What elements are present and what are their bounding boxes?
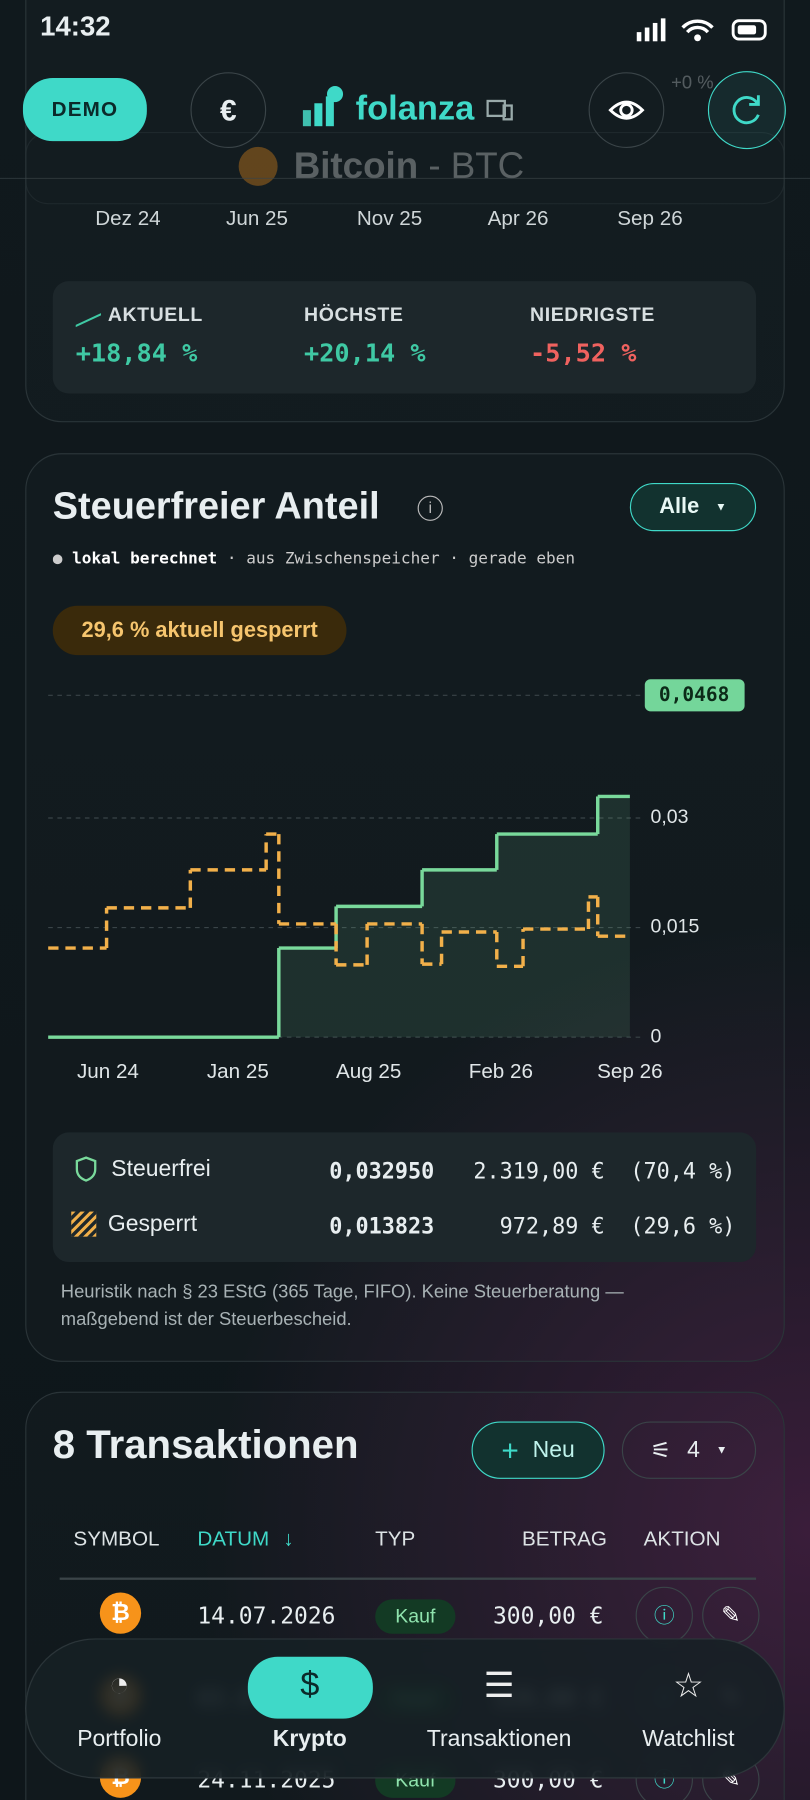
summary-value: 972,89 €: [499, 1213, 605, 1240]
tx-amount: 300,00 €: [492, 1601, 604, 1630]
tax-card: [25, 453, 785, 1362]
change: +0 %: [671, 73, 714, 93]
hatch-icon: [71, 1211, 97, 1237]
coin: Bitcoin: [293, 144, 419, 186]
tx-filter[interactable]: ⚟ 4 ▼: [621, 1421, 757, 1479]
price-x-label: Jun 25: [226, 206, 289, 230]
demo-button[interactable]: DEMO: [22, 78, 147, 142]
column-header: BETRAG: [522, 1527, 607, 1551]
shield-icon: [75, 1156, 97, 1182]
price-x-label: Apr 26: [487, 206, 549, 230]
tx-filter-count: 4: [687, 1437, 700, 1463]
stat-label: HÖCHSTE: [304, 304, 404, 326]
y-tick-label: 0: [651, 1025, 662, 1047]
x-tick-label: Jan 25: [207, 1060, 269, 1083]
summary-amount: 0,013823: [329, 1213, 435, 1240]
header-edge: [0, 177, 810, 179]
stat-value: -5,52 %: [530, 339, 637, 369]
filter-label: Alle: [659, 494, 700, 519]
y-tick-label: 0,015: [651, 916, 700, 938]
summary-box: [52, 1132, 757, 1263]
nav-icon: $: [300, 1665, 320, 1704]
status-time: 14:32: [40, 11, 111, 43]
tx-card: [25, 1391, 785, 1800]
bottom-nav: [25, 1638, 785, 1779]
price-x-label: Dez 24: [95, 206, 161, 230]
coin-icon: [238, 146, 278, 186]
nav-icon: ☆: [672, 1667, 704, 1705]
price-x-label: Sep 26: [617, 206, 683, 230]
info-action: ⓘ: [635, 1586, 693, 1645]
summary-amount: 0,032950: [329, 1158, 435, 1185]
coin-select: [25, 131, 785, 205]
nav-label[interactable]: Portfolio: [77, 1726, 162, 1752]
y-tick-label: 0,0468: [659, 683, 729, 706]
tax-note: Heuristik nach § 23 EStG (365 Tage, FIFO…: [60, 1282, 624, 1330]
summary-share: (29,6 %): [630, 1213, 736, 1240]
nav-label[interactable]: Watchlist: [642, 1726, 735, 1752]
tax-title: Steuerfreier Anteil: [52, 484, 380, 527]
max-badge: [644, 679, 745, 712]
brand: folanza: [355, 89, 475, 128]
summary-share: (70,4 %): [630, 1158, 736, 1185]
nav-icon: ☰: [483, 1667, 515, 1705]
column-header: AKTION: [643, 1527, 721, 1551]
status-rest: · aus Zwischenspeicher · gerade eben: [226, 549, 575, 568]
info-icon[interactable]: i: [417, 495, 443, 521]
nav-label[interactable]: Transaktionen: [426, 1726, 572, 1752]
ticker: - BTC: [418, 144, 525, 186]
nav-label[interactable]: Krypto: [272, 1726, 347, 1752]
nav-active: [247, 1656, 373, 1719]
coin-icon: ₿: [99, 1592, 142, 1634]
nav-icon: ◔: [108, 1665, 130, 1704]
stat-value: +20,14 %: [304, 339, 426, 369]
currency-button[interactable]: €: [190, 72, 267, 149]
status-bold: lokal berechnet: [72, 549, 218, 568]
y-tick-label: 0,03: [651, 806, 689, 828]
header-rule: [59, 1577, 757, 1580]
price-card: [25, 0, 785, 423]
coin-name: Bitcoin - BTC: [294, 145, 524, 187]
x-tick-label: Aug 25: [336, 1060, 401, 1083]
device-icon: [486, 99, 513, 121]
price-x-label: Nov 25: [356, 206, 423, 230]
summary-name: Gesperrt: [107, 1211, 198, 1237]
tx-date: 14.07.2026: [197, 1601, 336, 1630]
stat-label: AKTUELL: [107, 304, 203, 326]
locked-badge: 29,6 % aktuell gesperrt: [52, 605, 347, 656]
column-header: DATUM: [197, 1527, 270, 1551]
tx-title: 8 Transaktionen: [52, 1422, 359, 1468]
tx-type: Kauf: [375, 1599, 456, 1634]
x-tick-label: Feb 26: [469, 1060, 533, 1083]
logo-icon: [302, 86, 344, 127]
tax-chart: 0 0,015 0,03 0,0468 Jun 24 Jan 25 Aug 25 Feb 26…: [48, 679, 745, 1083]
stats-box: [52, 281, 757, 394]
summary-name: Steuerfrei: [111, 1156, 211, 1182]
area-fill: [48, 796, 630, 1038]
new-button[interactable]: + Neu: [471, 1421, 605, 1479]
edit-action: ✎: [702, 1586, 760, 1645]
column-header: TYP: [375, 1527, 416, 1551]
stat-label: NIEDRIGSTE: [530, 304, 656, 326]
stat-value: +18,84 %: [75, 339, 198, 369]
x-tick-label: Sep 26: [597, 1060, 662, 1083]
refresh-button[interactable]: [707, 71, 786, 150]
sort-arrow: ↓: [283, 1527, 294, 1551]
status-icons: [636, 18, 767, 42]
new-label: Neu: [532, 1437, 575, 1463]
filter-button[interactable]: Alle ▼: [629, 483, 757, 532]
x-tick-label: Jun 24: [77, 1060, 139, 1083]
summary-value: 2.319,00 €: [473, 1158, 605, 1185]
column-header: SYMBOL: [73, 1527, 160, 1551]
status-line: ● lokal berechnet · aus Zwischenspeicher…: [52, 549, 575, 568]
privacy-button[interactable]: [588, 72, 665, 149]
